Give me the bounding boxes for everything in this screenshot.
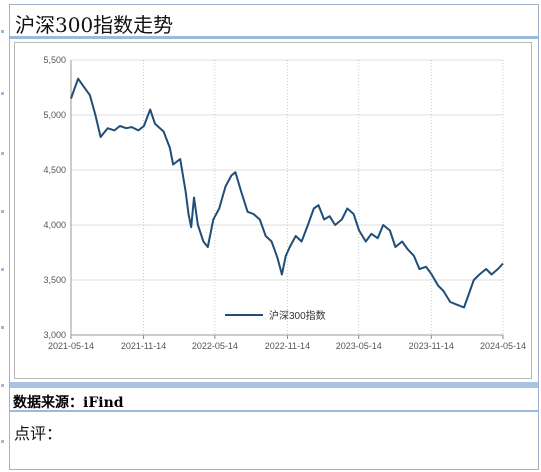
y-tick-label: 4,500 <box>43 165 66 175</box>
y-tick-label: 3,500 <box>43 275 66 285</box>
x-tick-label: 2023-11-14 <box>409 341 454 351</box>
panel-frame <box>9 4 539 470</box>
x-tick-label: 2023-05-14 <box>336 341 382 351</box>
divider-band <box>10 382 538 388</box>
x-tick-label: 2022-11-14 <box>265 341 310 351</box>
data-source: 数据来源：iFind <box>13 395 124 411</box>
x-tick-label: 2021-11-14 <box>121 341 166 351</box>
comment-label: 点评： <box>14 424 63 443</box>
legend-label: 沪深300指数 <box>269 309 326 322</box>
title-row: 沪深300指数走势 <box>10 5 538 39</box>
y-tick-label: 3,000 <box>43 330 66 340</box>
line-chart: 3,000 3,500 4,000 4,500 5,000 5,500 2021-05-14… <box>43 55 526 351</box>
y-tick-label: 5,000 <box>43 110 66 120</box>
series-line-csi300 <box>70 77 504 309</box>
x-tick-label: 2024-05-14 <box>480 341 526 351</box>
page-title: 沪深300指数走势 <box>15 13 174 37</box>
x-tick-label: 2021-05-14 <box>48 341 94 351</box>
y-tick-label: 5,500 <box>43 55 66 65</box>
left-border-marks <box>0 0 8 472</box>
chart-frame: 3,000 3,500 4,000 4,500 5,000 5,500 2021-05-14… <box>14 42 532 379</box>
x-tick-label: 2022-05-14 <box>192 341 238 351</box>
source-row: 数据来源：iFind <box>10 390 538 412</box>
y-tick-label: 4,000 <box>43 220 66 230</box>
